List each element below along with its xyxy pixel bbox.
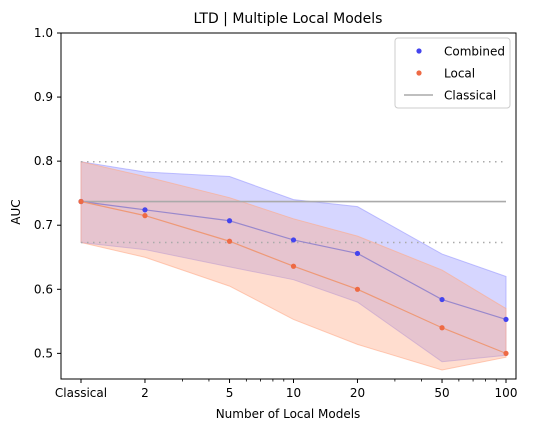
y-tick-label: 0.6 xyxy=(34,282,53,296)
legend: Combined Local Classical xyxy=(394,37,511,109)
plot-frame xyxy=(60,32,517,380)
x-tick-label: 2 xyxy=(141,386,149,400)
local-point xyxy=(226,238,233,244)
series-points xyxy=(78,198,509,356)
combined-legend-marker xyxy=(416,48,422,54)
local-point xyxy=(290,263,297,269)
local-point xyxy=(78,198,84,205)
legend-box xyxy=(394,37,511,109)
y-tick-label: 1.0 xyxy=(34,26,53,40)
local-point xyxy=(142,213,148,219)
classical-legend-label: Classical xyxy=(444,89,496,103)
combined-point xyxy=(142,207,148,213)
x-tick-label: 5 xyxy=(226,386,234,400)
x-tick-label: 10 xyxy=(286,386,301,400)
local-point xyxy=(503,350,509,356)
local-legend-label: Local xyxy=(444,67,475,81)
y-tick-label: 0.7 xyxy=(34,218,53,232)
local-legend-marker xyxy=(416,70,422,76)
combined-legend-label: Combined xyxy=(444,45,505,59)
x-tick-label: 100 xyxy=(495,386,518,400)
classical-reference-lines xyxy=(81,161,506,244)
y-tick-label: 0.5 xyxy=(34,346,53,360)
x-axis-ticks: Classical 2 5 10 20 50 100 xyxy=(55,379,518,400)
x-tick-label: 20 xyxy=(350,386,365,400)
combined-point xyxy=(290,237,297,243)
y-axis-ticks: 0.5 0.6 0.7 0.8 0.9 1.0 xyxy=(34,26,61,360)
combined-point xyxy=(439,296,445,303)
x-tick-label: Classical xyxy=(55,386,107,400)
y-tick-label: 0.8 xyxy=(34,154,53,168)
y-tick-label: 0.9 xyxy=(34,90,53,104)
combined-point xyxy=(226,218,233,224)
local-point xyxy=(439,325,445,331)
combined-point xyxy=(354,250,361,257)
chart-title: LTD | Multiple Local Models xyxy=(194,11,383,27)
local-point xyxy=(354,286,361,292)
combined-point xyxy=(503,316,509,323)
y-axis-label: AUC xyxy=(9,199,23,224)
x-axis-label: Number of Local Models xyxy=(216,407,361,421)
x-tick-label: 50 xyxy=(434,386,449,400)
